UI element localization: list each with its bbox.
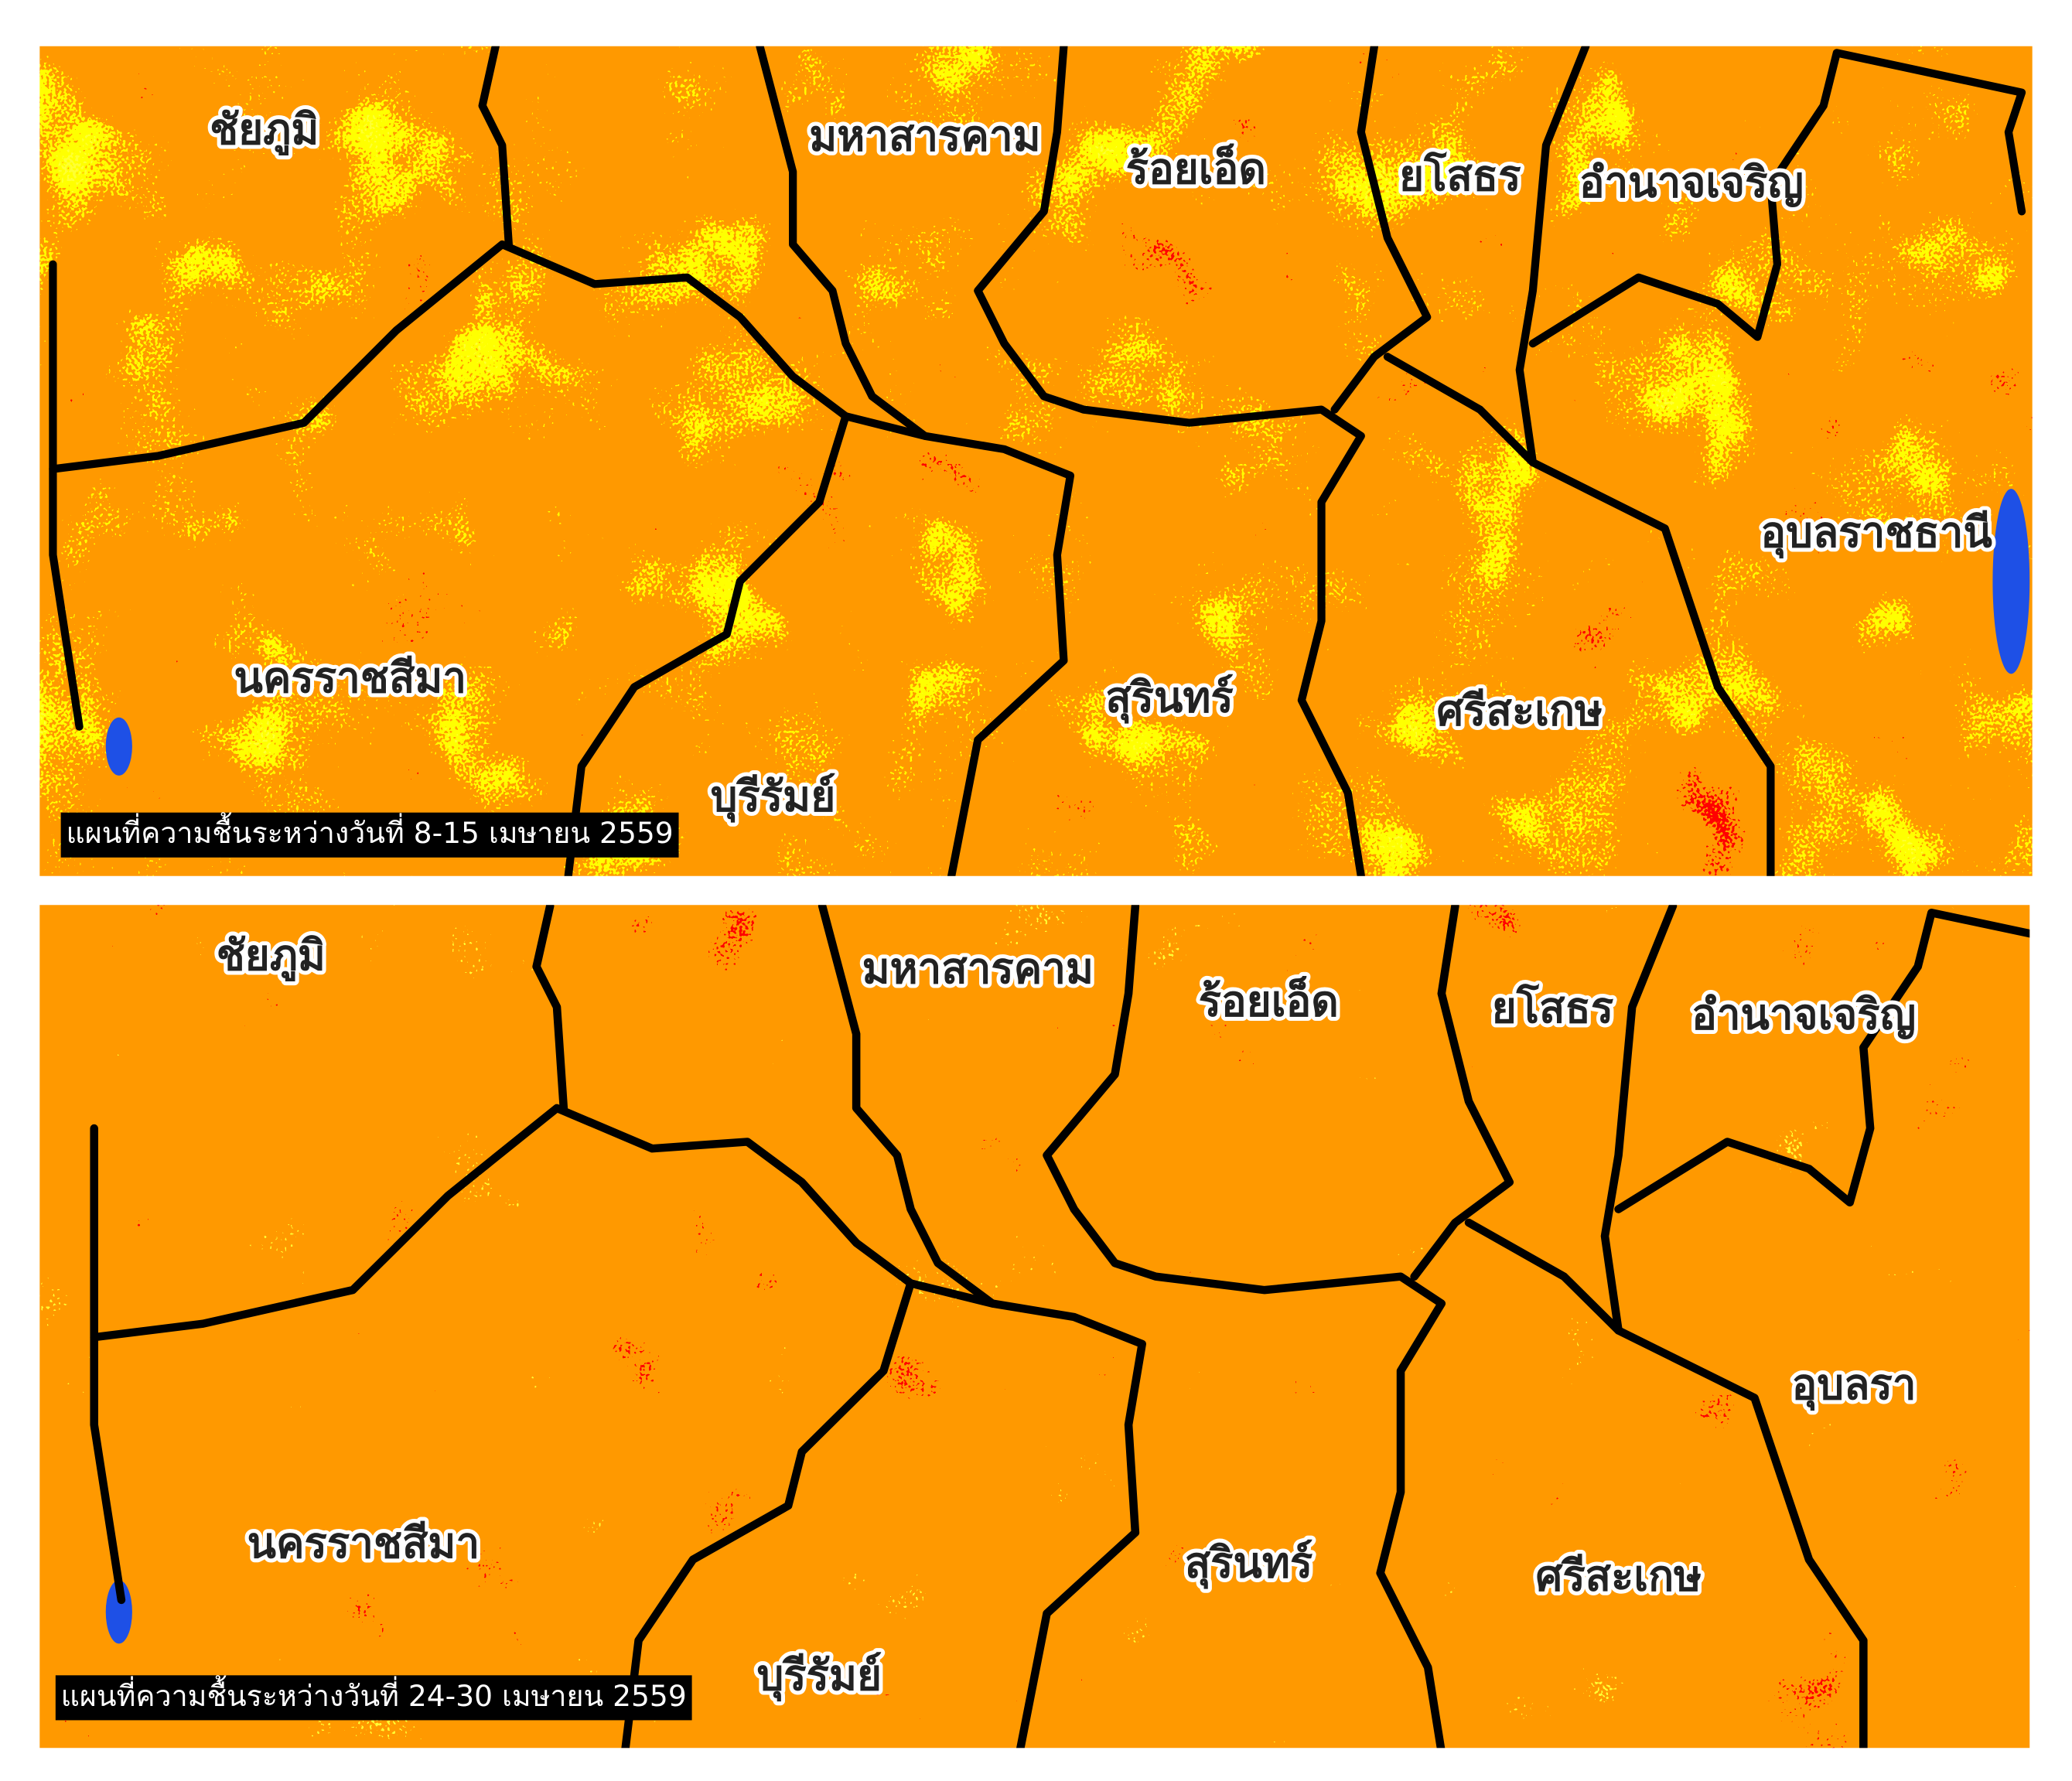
province-label: ร้อยเอ็ด: [1199, 976, 1339, 1026]
water-body: [105, 1580, 132, 1644]
caption: แผนที่ความชื้นระหว่างวันที่ 8-15 เมษายน …: [66, 812, 673, 850]
province-label: บุรีรัมย์: [757, 1650, 882, 1702]
province-label: ร้อยเอ็ด: [1126, 143, 1266, 193]
province-label: อำนาจเจริญ: [1691, 990, 1916, 1040]
province-label: อำนาจเจริญ: [1579, 157, 1804, 207]
province-label: ยโสธร: [1492, 983, 1613, 1032]
water-body: [1992, 489, 2030, 674]
province-label: ชัยภูมิ: [210, 104, 319, 155]
province-label: มหาสารคาม: [809, 111, 1040, 161]
caption: แผนที่ความชื้นระหว่างวันที่ 24-30 เมษายน…: [61, 1675, 687, 1713]
province-label: ชัยภูมิ: [217, 930, 326, 981]
province-label: อุบลรา: [1792, 1360, 1917, 1411]
province-label: มหาสารคาม: [862, 943, 1094, 993]
province-label: นครราชสีมา: [247, 1518, 480, 1568]
moisture-raster: [39, 905, 2030, 1749]
province-label: ยโสธร: [1399, 151, 1521, 200]
province-label: อุบลราชธานี: [1760, 507, 1992, 559]
province-label: ศรีสะเกษ: [1437, 686, 1603, 735]
province-label: บุรีรัมย์: [711, 772, 835, 824]
water-body: [105, 717, 132, 776]
caption-background: [55, 1675, 692, 1721]
province-label: สุรินทร์: [1185, 1538, 1312, 1590]
province-label: ศรีสะเกษ: [1536, 1551, 1702, 1601]
province-label: สุรินทร์: [1105, 673, 1233, 725]
caption-background: [60, 812, 679, 858]
province-label: นครราชสีมา: [234, 653, 467, 702]
